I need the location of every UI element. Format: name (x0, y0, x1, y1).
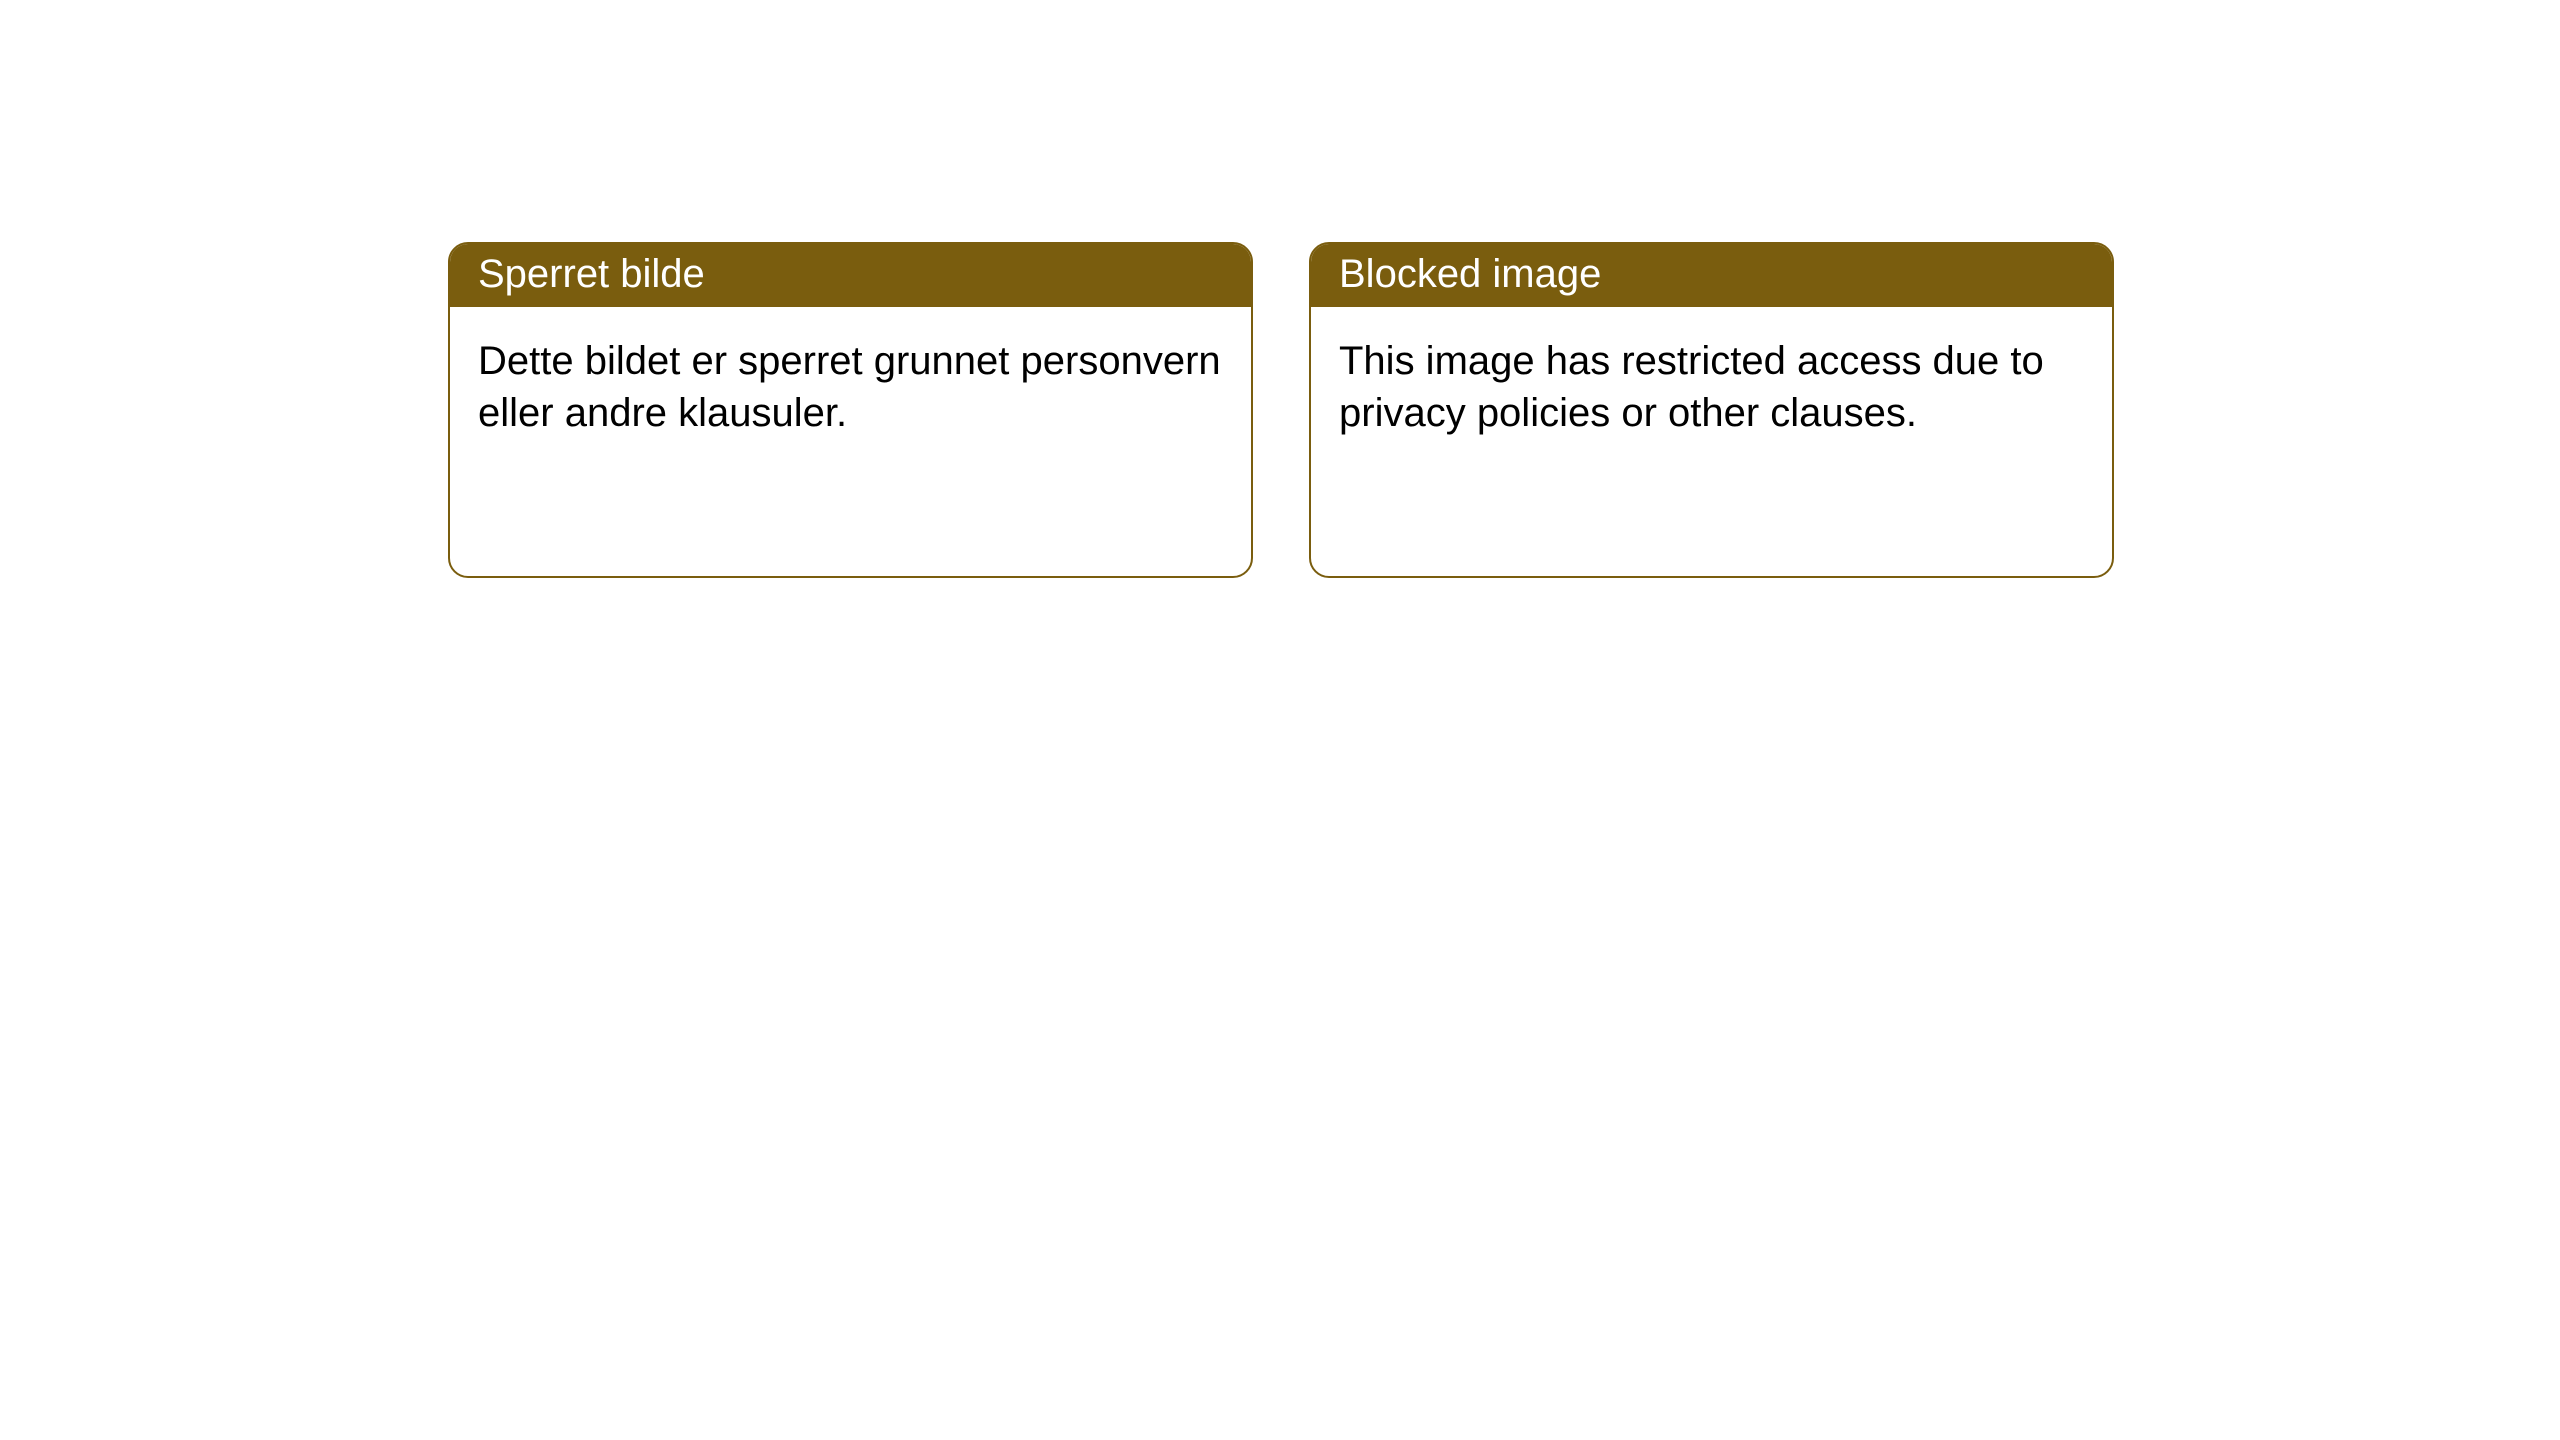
notice-card-english: Blocked image This image has restricted … (1309, 242, 2114, 578)
notice-header-norwegian: Sperret bilde (450, 244, 1251, 307)
notice-header-english: Blocked image (1311, 244, 2112, 307)
notice-body-norwegian: Dette bildet er sperret grunnet personve… (450, 307, 1251, 467)
notice-container: Sperret bilde Dette bildet er sperret gr… (0, 0, 2560, 578)
notice-card-norwegian: Sperret bilde Dette bildet er sperret gr… (448, 242, 1253, 578)
notice-body-english: This image has restricted access due to … (1311, 307, 2112, 467)
